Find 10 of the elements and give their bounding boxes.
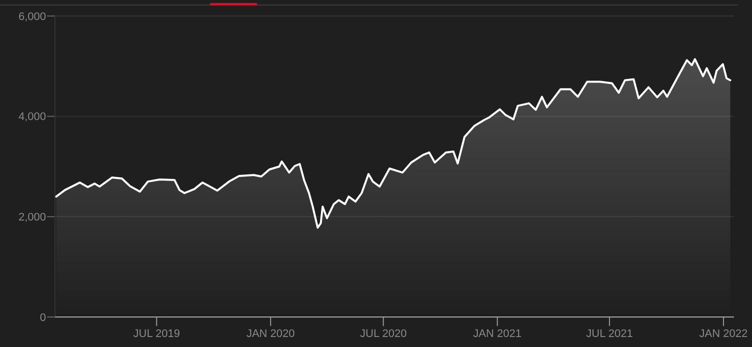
y-tick-label: 0 (40, 312, 46, 324)
x-tick-label: JAN 2022 (699, 328, 748, 340)
x-tick-label: JUL 2019 (133, 328, 180, 340)
x-tick-label: JUL 2021 (586, 328, 633, 340)
x-tick-label: JAN 2020 (246, 328, 295, 340)
x-tick-label: JUL 2020 (360, 328, 407, 340)
y-tick-label: 2,000 (18, 212, 46, 224)
y-tick-label: 6,000 (18, 10, 46, 23)
y-tick-label: 4,000 (18, 111, 46, 124)
x-tick-label: JAN 2021 (473, 328, 522, 340)
